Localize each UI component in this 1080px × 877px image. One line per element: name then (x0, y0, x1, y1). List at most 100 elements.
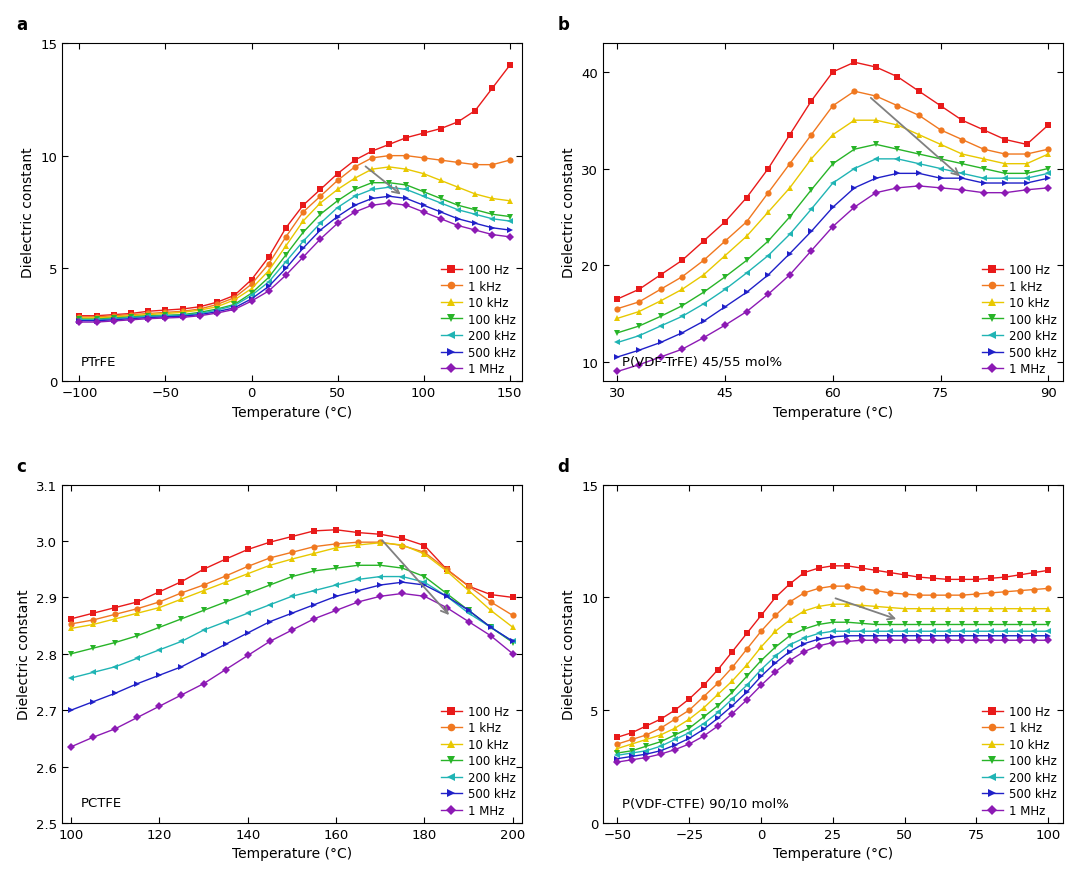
200 kHz (633, 332, 646, 342)
100 kHz (285, 572, 298, 582)
100 kHz (153, 623, 166, 633)
1 MHz (503, 232, 516, 243)
500 kHz (869, 631, 882, 641)
1 MHz (956, 635, 969, 645)
100 Hz (141, 307, 154, 317)
100 kHz (219, 597, 232, 608)
500 kHz (798, 638, 811, 649)
1 MHz (718, 320, 731, 331)
100 kHz (826, 617, 839, 628)
200 kHz (469, 210, 482, 220)
100 Hz (761, 164, 774, 175)
500 kHz (434, 208, 447, 218)
100 kHz (484, 623, 497, 633)
200 kHz (913, 626, 926, 637)
500 kHz (698, 724, 711, 735)
200 kHz (913, 160, 926, 170)
200 kHz (956, 626, 969, 637)
500 kHz (440, 591, 453, 602)
100 Hz (755, 610, 768, 621)
10 kHz (1027, 603, 1040, 614)
100 kHz (698, 288, 711, 298)
200 kHz (812, 629, 825, 639)
1 MHz (869, 189, 882, 199)
1 MHz (934, 183, 947, 194)
1 kHz (999, 150, 1012, 160)
100 Hz (469, 106, 482, 117)
1 kHz (611, 304, 624, 315)
100 Hz (86, 609, 99, 619)
Y-axis label: Dielectric constant: Dielectric constant (562, 588, 576, 719)
100 kHz (507, 638, 519, 648)
1 MHz (970, 635, 983, 645)
Line: 500 kHz: 500 kHz (615, 171, 1051, 360)
10 kHz (669, 724, 681, 734)
100 kHz (1027, 619, 1040, 630)
500 kHz (365, 194, 378, 204)
1 kHz (654, 285, 667, 296)
100 Hz (654, 270, 667, 281)
1 kHz (73, 312, 86, 323)
200 kHz (417, 192, 430, 203)
1 MHz (264, 637, 276, 647)
1 kHz (329, 539, 342, 550)
100 kHz (486, 210, 499, 220)
1 MHz (417, 208, 430, 218)
100 kHz (1042, 619, 1055, 630)
1 MHz (153, 701, 166, 711)
Text: a: a (16, 16, 27, 33)
100 kHz (462, 605, 475, 616)
500 kHz (698, 317, 711, 327)
1 kHz (1027, 585, 1040, 595)
Line: 100 kHz: 100 kHz (615, 142, 1051, 337)
100 kHz (109, 638, 122, 648)
100 Hz (131, 597, 144, 608)
100 Hz (228, 291, 241, 302)
10 kHz (698, 702, 711, 713)
1 MHz (348, 208, 361, 218)
1 kHz (434, 156, 447, 167)
100 Hz (999, 572, 1012, 582)
500 kHz (382, 192, 395, 203)
100 Hz (1027, 567, 1040, 578)
10 kHz (891, 121, 904, 132)
200 kHz (280, 257, 293, 267)
100 Hz (314, 185, 327, 196)
1 kHz (883, 588, 896, 598)
200 kHz (984, 626, 997, 637)
100 Hz (1013, 570, 1026, 581)
1 MHz (698, 333, 711, 344)
200 kHz (1042, 169, 1055, 180)
1 kHz (469, 160, 482, 171)
100 Hz (434, 125, 447, 135)
1 kHz (131, 603, 144, 614)
100 kHz (942, 619, 955, 630)
200 kHz (942, 626, 955, 637)
10 kHz (883, 602, 896, 613)
500 kHz (486, 224, 499, 234)
10 kHz (1042, 150, 1055, 160)
1 MHz (86, 732, 99, 743)
200 kHz (109, 662, 122, 673)
500 kHz (740, 288, 753, 298)
10 kHz (348, 174, 361, 184)
100 kHz (869, 619, 882, 630)
100 Hz (869, 566, 882, 576)
X-axis label: Temperature (°C): Temperature (°C) (773, 405, 893, 419)
200 kHz (883, 626, 896, 637)
Line: 200 kHz: 200 kHz (68, 574, 516, 681)
200 kHz (726, 694, 739, 704)
500 kHz (956, 631, 969, 641)
1 kHz (159, 308, 172, 318)
10 kHz (86, 619, 99, 630)
200 kHz (484, 623, 497, 633)
200 kHz (90, 315, 103, 325)
1 kHz (1021, 150, 1034, 160)
100 kHz (826, 160, 839, 170)
1 kHz (726, 662, 739, 673)
500 kHz (109, 688, 122, 699)
Text: PTrFE: PTrFE (81, 355, 116, 368)
200 kHz (826, 179, 839, 189)
200 kHz (826, 626, 839, 637)
1 kHz (812, 583, 825, 594)
